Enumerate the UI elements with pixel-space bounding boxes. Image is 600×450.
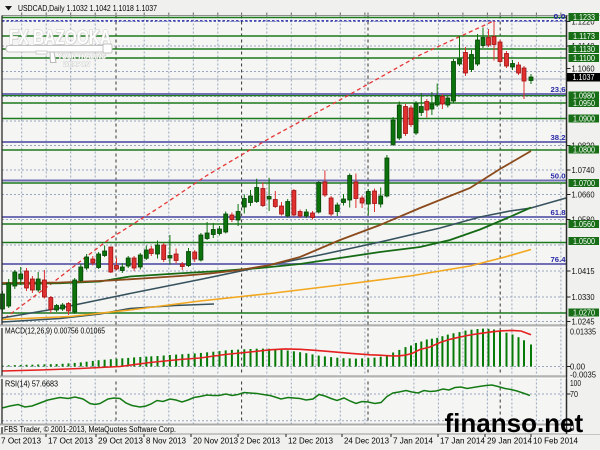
svg-text:1.1060: 1.1060 — [572, 65, 596, 74]
svg-text:70: 70 — [570, 390, 578, 399]
svg-text:7 Jan 2014: 7 Jan 2014 — [393, 437, 434, 446]
svg-text:2 Dec 2013: 2 Dec 2013 — [240, 437, 281, 446]
svg-text:1.1233: 1.1233 — [573, 13, 595, 22]
svg-text:1.1220: 1.1220 — [572, 18, 596, 27]
svg-text:0.00: 0.00 — [570, 363, 586, 372]
svg-text:29 Oct 2013: 29 Oct 2013 — [98, 437, 144, 446]
svg-text:17 Jan 2014: 17 Jan 2014 — [440, 437, 486, 446]
svg-text:1.1037: 1.1037 — [573, 73, 595, 82]
svg-text:10 Feb 2014: 10 Feb 2014 — [533, 437, 579, 446]
svg-text:1.0980: 1.0980 — [573, 92, 595, 101]
svg-text:1.0245: 1.0245 — [572, 318, 596, 327]
svg-text:-0.0035: -0.0035 — [570, 370, 597, 379]
svg-text:YOUR TRADING: YOUR TRADING — [58, 54, 106, 61]
svg-text:29 Jan 2014: 29 Jan 2014 — [487, 437, 533, 446]
svg-text:FX BAZOOKA: FX BAZOOKA — [10, 28, 112, 50]
svg-text:USDCAD,Daily 1.1032 1.1042 1.1: USDCAD,Daily 1.1032 1.1042 1.1018 1.1037 — [18, 4, 157, 13]
svg-text:1.0500: 1.0500 — [573, 237, 595, 246]
svg-text:17 Oct 2013: 17 Oct 2013 — [48, 437, 94, 446]
svg-text:1.0330: 1.0330 — [572, 293, 596, 302]
svg-text:24 Dec 2013: 24 Dec 2013 — [344, 437, 390, 446]
svg-text:1.0270: 1.0270 — [573, 309, 595, 318]
svg-text:1.0900: 1.0900 — [573, 115, 595, 124]
svg-text:1.1173: 1.1173 — [573, 32, 596, 41]
svg-text:1.0560: 1.0560 — [573, 220, 595, 229]
svg-text:1.1130: 1.1130 — [573, 45, 596, 54]
svg-text:20 Nov 2013: 20 Nov 2013 — [193, 437, 239, 446]
svg-text:8 Nov 2013: 8 Nov 2013 — [146, 437, 187, 446]
svg-text:12 Dec 2013: 12 Dec 2013 — [288, 437, 334, 446]
svg-text:1.0660: 1.0660 — [572, 191, 596, 200]
svg-text:1.1100: 1.1100 — [573, 54, 596, 63]
svg-text:0: 0 — [570, 424, 575, 433]
svg-text:RSI(14) 57.6683: RSI(14) 57.6683 — [5, 380, 58, 389]
svg-text:1.0800: 1.0800 — [573, 146, 595, 155]
svg-text:WEAPON: WEAPON — [63, 62, 91, 69]
svg-text:100: 100 — [570, 379, 581, 388]
svg-text:1.0415: 1.0415 — [572, 267, 596, 276]
svg-text:61.8: 61.8 — [551, 208, 566, 217]
svg-text:1.0700: 1.0700 — [573, 179, 595, 188]
svg-text:MACD(12,26,9) 0.00756 0.01065: MACD(12,26,9) 0.00756 0.01065 — [5, 327, 105, 336]
svg-text:38.2: 38.2 — [551, 133, 566, 142]
svg-text:finanso.net: finanso.net — [445, 408, 584, 438]
svg-text:FX BAZOOKA: FX BAZOOKA — [9, 27, 111, 49]
svg-text:0.01335: 0.01335 — [570, 327, 596, 336]
svg-text:7 Oct 2013: 7 Oct 2013 — [1, 437, 42, 446]
svg-text:1.0950: 1.0950 — [573, 99, 595, 108]
svg-text:1.0740: 1.0740 — [572, 166, 596, 175]
svg-text:76.4: 76.4 — [551, 255, 567, 264]
svg-text:50.0: 50.0 — [551, 172, 566, 181]
svg-text:FBS Trader, © 2001-2013, MetaQ: FBS Trader, © 2001-2013, MetaQuotes Soft… — [4, 425, 176, 434]
svg-text:0.0: 0.0 — [554, 12, 566, 21]
svg-text:23.6: 23.6 — [551, 85, 566, 94]
